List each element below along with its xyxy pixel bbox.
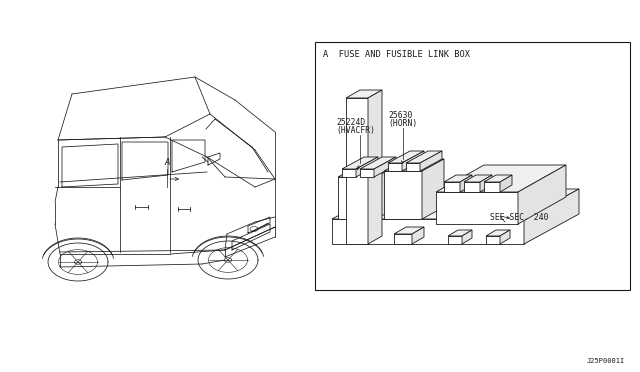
Polygon shape — [486, 230, 510, 236]
Polygon shape — [360, 169, 374, 177]
Polygon shape — [388, 151, 424, 163]
Polygon shape — [406, 151, 442, 163]
Polygon shape — [486, 236, 500, 244]
Polygon shape — [462, 230, 472, 244]
Polygon shape — [480, 175, 492, 192]
Polygon shape — [384, 171, 422, 219]
Polygon shape — [338, 177, 376, 219]
Polygon shape — [346, 90, 382, 98]
Polygon shape — [444, 175, 472, 182]
Polygon shape — [420, 151, 442, 171]
Polygon shape — [402, 151, 424, 171]
Polygon shape — [388, 163, 402, 171]
Text: 25630: 25630 — [388, 111, 412, 120]
Polygon shape — [464, 175, 492, 182]
Polygon shape — [484, 175, 512, 182]
Polygon shape — [394, 227, 424, 234]
Polygon shape — [360, 157, 396, 169]
Polygon shape — [448, 236, 462, 244]
Text: (HORN): (HORN) — [388, 119, 417, 128]
Polygon shape — [444, 182, 460, 192]
Polygon shape — [376, 165, 398, 219]
Polygon shape — [422, 159, 444, 219]
Polygon shape — [500, 175, 512, 192]
Polygon shape — [406, 163, 420, 171]
Polygon shape — [448, 230, 472, 236]
Text: A: A — [164, 157, 170, 167]
Polygon shape — [368, 90, 382, 244]
Polygon shape — [412, 227, 424, 244]
Text: (HVACFR): (HVACFR) — [336, 126, 375, 135]
Polygon shape — [346, 98, 368, 244]
Text: J25P0001I: J25P0001I — [587, 358, 625, 364]
Text: A  FUSE AND FUSIBLE LINK BOX: A FUSE AND FUSIBLE LINK BOX — [323, 50, 470, 59]
Polygon shape — [332, 189, 579, 219]
Text: SEE SEC. 240: SEE SEC. 240 — [490, 213, 548, 222]
Polygon shape — [500, 230, 510, 244]
Polygon shape — [464, 182, 480, 192]
Polygon shape — [332, 219, 524, 244]
Polygon shape — [338, 165, 398, 177]
Text: 25224D: 25224D — [336, 118, 365, 127]
Polygon shape — [460, 175, 472, 192]
Polygon shape — [342, 169, 356, 177]
Polygon shape — [524, 189, 579, 244]
Polygon shape — [384, 159, 444, 171]
Polygon shape — [374, 157, 396, 177]
Polygon shape — [356, 157, 378, 177]
Polygon shape — [342, 157, 378, 169]
Polygon shape — [484, 182, 500, 192]
Polygon shape — [436, 192, 518, 224]
Polygon shape — [518, 165, 566, 224]
Polygon shape — [436, 165, 566, 192]
Bar — [315, 42, 630, 290]
Polygon shape — [394, 234, 412, 244]
